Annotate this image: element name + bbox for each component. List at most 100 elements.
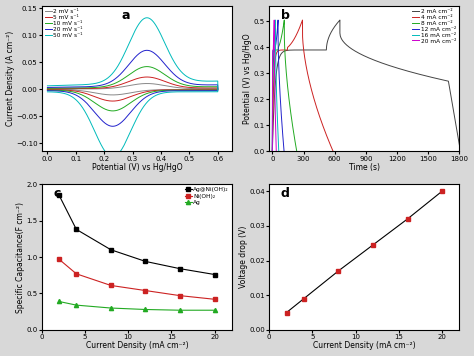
16 mA cm⁻² (273, 73, 279, 78)
2 mV s⁻¹ (45, 88, 50, 92)
Y-axis label: Voltage drop (V): Voltage drop (V) (239, 226, 248, 288)
20 mV s⁻¹ (110, 124, 116, 129)
Line: Ag@Ni(OH)₂: Ag@Ni(OH)₂ (57, 193, 217, 277)
2 mV s⁻¹ (195, 87, 201, 91)
Line: 16 mA cm⁻²: 16 mA cm⁻² (273, 20, 279, 151)
16 mA cm⁻² (270, 149, 275, 153)
Y-axis label: Specific Capacitance(F cm⁻²): Specific Capacitance(F cm⁻²) (16, 201, 25, 313)
50 mV s⁻¹ (45, 90, 50, 94)
20 mA cm⁻² (271, 18, 277, 22)
50 mV s⁻¹ (113, 154, 119, 158)
8 mA cm⁻² (276, 45, 282, 49)
10 mV s⁻¹ (79, 86, 85, 90)
2 mA cm⁻² (337, 18, 343, 22)
5 mV s⁻¹ (45, 88, 50, 92)
2 mV s⁻¹ (110, 93, 116, 97)
8 mA cm⁻² (270, 149, 275, 153)
2 mV s⁻¹ (119, 92, 125, 96)
20 mA cm⁻² (271, 45, 276, 49)
Ag@Ni(OH)₂ (108, 248, 114, 252)
2 mV s⁻¹ (144, 82, 150, 86)
8 mA cm⁻² (294, 149, 300, 153)
2 mV s⁻¹ (113, 93, 119, 97)
2 mA cm⁻² (293, 48, 299, 52)
12 mA cm⁻² (276, 73, 282, 78)
20 mA cm⁻² (273, 149, 279, 153)
Text: c: c (53, 187, 61, 200)
12 mA cm⁻² (275, 18, 281, 22)
2 mA cm⁻² (398, 67, 404, 71)
4 mA cm⁻² (285, 45, 291, 49)
20 mV s⁻¹ (195, 82, 201, 87)
Line: 20 mA cm⁻²: 20 mA cm⁻² (273, 20, 276, 151)
4 mA cm⁻² (300, 18, 305, 22)
8 mA cm⁻² (284, 73, 290, 78)
8 mA cm⁻² (288, 110, 293, 114)
5 mV s⁻¹ (113, 99, 119, 103)
2 mA cm⁻² (457, 149, 463, 153)
5 mV s⁻¹ (183, 85, 189, 89)
5 mV s⁻¹ (144, 75, 150, 79)
Y-axis label: Current Density (A cm⁻²): Current Density (A cm⁻²) (6, 31, 15, 126)
Y-axis label: Potential (V) vs Hg/HgO: Potential (V) vs Hg/HgO (244, 33, 253, 124)
Legend: Ag@Ni(OH)₂, Ni(OH)₂, Ag: Ag@Ni(OH)₂, Ni(OH)₂, Ag (183, 186, 230, 206)
2 mV s⁻¹ (45, 87, 50, 91)
10 mV s⁻¹ (113, 109, 119, 113)
20 mV s⁻¹ (113, 124, 119, 128)
12 mA cm⁻² (277, 93, 283, 97)
4 mA cm⁻² (297, 25, 302, 30)
Ni(OH)₂ (56, 257, 62, 261)
Legend: 2 mA cm⁻², 4 mA cm⁻², 8 mA cm⁻², 12 mA cm⁻², 16 mA cm⁻², 20 mA cm⁻²: 2 mA cm⁻², 4 mA cm⁻², 8 mA cm⁻², 12 mA c… (411, 7, 458, 45)
Line: 2 mV s⁻¹: 2 mV s⁻¹ (47, 84, 218, 95)
16 mA cm⁻² (276, 149, 282, 153)
16 mA cm⁻² (274, 110, 280, 114)
20 mV s⁻¹ (45, 89, 50, 93)
12 mA cm⁻² (281, 149, 287, 153)
12 mA cm⁻² (270, 149, 275, 153)
Ni(OH)₂ (108, 283, 114, 288)
8 mA cm⁻² (282, 18, 287, 22)
Line: 8 mA cm⁻²: 8 mA cm⁻² (273, 20, 297, 151)
Line: 12 mA cm⁻²: 12 mA cm⁻² (273, 20, 284, 151)
Ag@Ni(OH)₂ (143, 259, 148, 263)
Line: 50 mV s⁻¹: 50 mV s⁻¹ (47, 18, 218, 157)
10 mV s⁻¹ (151, 89, 157, 94)
Ag (143, 307, 148, 312)
50 mV s⁻¹ (195, 78, 201, 83)
20 mV s⁻¹ (144, 48, 150, 52)
Text: a: a (122, 9, 130, 22)
20 mV s⁻¹ (45, 85, 50, 90)
4 mA cm⁻² (305, 73, 311, 78)
20 mV s⁻¹ (151, 91, 157, 95)
12 mA cm⁻² (274, 25, 280, 30)
20 mA cm⁻² (271, 25, 277, 30)
Ag@Ni(OH)₂ (56, 193, 62, 197)
20 mA cm⁻² (270, 48, 276, 52)
10 mV s⁻¹ (45, 88, 50, 92)
Text: d: d (281, 187, 290, 200)
10 mV s⁻¹ (195, 84, 201, 89)
Line: 2 mA cm⁻²: 2 mA cm⁻² (273, 20, 460, 151)
20 mV s⁻¹ (79, 85, 85, 89)
4 mA cm⁻² (315, 110, 321, 114)
2 mA cm⁻² (359, 52, 365, 57)
Line: 20 mV s⁻¹: 20 mV s⁻¹ (47, 50, 218, 126)
X-axis label: Current Density (mA cm⁻²): Current Density (mA cm⁻²) (85, 341, 188, 350)
5 mV s⁻¹ (110, 99, 116, 103)
5 mV s⁻¹ (45, 87, 50, 91)
2 mV s⁻¹ (183, 86, 189, 90)
50 mV s⁻¹ (110, 155, 116, 159)
50 mV s⁻¹ (144, 16, 150, 20)
2 mA cm⁻² (304, 48, 310, 52)
8 mA cm⁻² (286, 93, 292, 97)
5 mV s⁻¹ (151, 88, 157, 93)
Line: Ni(OH)₂: Ni(OH)₂ (57, 257, 217, 302)
16 mA cm⁻² (271, 45, 277, 49)
2 mV s⁻¹ (151, 88, 157, 92)
12 mA cm⁻² (278, 110, 284, 114)
4 mA cm⁻² (330, 149, 336, 153)
16 mA cm⁻² (273, 18, 278, 22)
Line: 10 mV s⁻¹: 10 mV s⁻¹ (47, 67, 218, 111)
Legend: 2 mV s⁻¹, 5 mV s⁻¹, 10 mV s⁻¹, 20 mV s⁻¹, 50 mV s⁻¹: 2 mV s⁻¹, 5 mV s⁻¹, 10 mV s⁻¹, 20 mV s⁻¹… (44, 7, 84, 39)
20 mA cm⁻² (272, 73, 277, 78)
